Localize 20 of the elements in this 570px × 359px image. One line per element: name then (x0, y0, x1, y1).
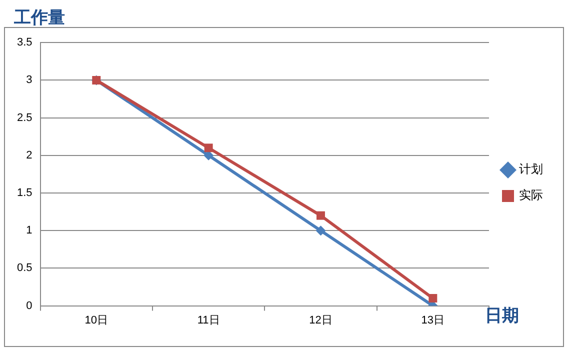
legend-label: 实际 (519, 188, 543, 202)
legend-label: 计划 (519, 162, 543, 176)
point (316, 226, 326, 236)
point (316, 211, 325, 220)
x-axis-title: 日期 (485, 305, 519, 327)
y-tick-label: 0 (26, 300, 32, 312)
y-tick-label: 2.5 (16, 112, 32, 124)
point (204, 144, 213, 152)
y-axis-title: 工作量 (14, 7, 65, 29)
y-tick-label: 3.5 (16, 36, 32, 49)
y-tick-label: 0.5 (16, 262, 32, 274)
y-tick-label: 1 (26, 224, 32, 237)
y-tick-label: 1.5 (16, 187, 32, 200)
x-tick-label: 10日 (84, 314, 108, 326)
y-tick-label: 3 (26, 74, 32, 86)
y-tick-label: 2 (26, 149, 32, 162)
x-tick-label: 13日 (421, 314, 445, 326)
x-tick-label: 11日 (197, 314, 220, 326)
x-tick-label: 12日 (309, 314, 332, 326)
point (428, 294, 438, 303)
